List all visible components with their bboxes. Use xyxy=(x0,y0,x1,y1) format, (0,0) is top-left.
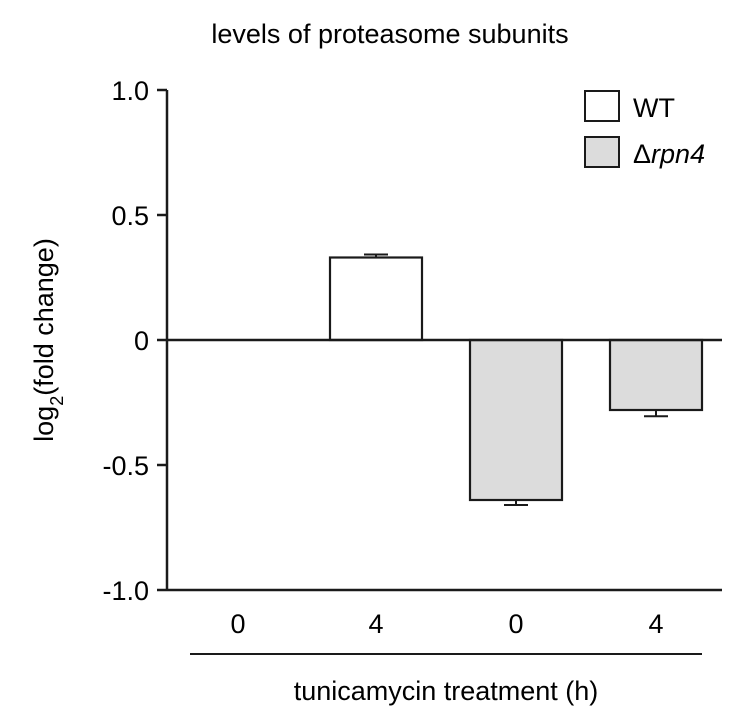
y-tick-label: 0 xyxy=(134,326,149,356)
bar xyxy=(470,340,562,500)
x-tick-label: 4 xyxy=(648,609,663,639)
legend-label-name: WT xyxy=(633,93,675,123)
x-tick-label: 0 xyxy=(230,609,245,639)
bar xyxy=(610,340,702,410)
chart-title: levels of proteasome subunits xyxy=(211,19,568,49)
y-tick-label: 1.0 xyxy=(111,76,149,106)
y-tick-label: 0.5 xyxy=(111,201,149,231)
legend-label-prefix: Δ xyxy=(633,139,651,169)
legend-label: WT xyxy=(633,93,675,123)
legend-swatch xyxy=(585,91,619,121)
y-axis-label-subscript: 2 xyxy=(47,396,67,406)
legend-label-name: rpn4 xyxy=(651,139,705,169)
bar xyxy=(330,258,422,341)
y-axis-label: log2(fold change) xyxy=(29,238,67,442)
y-axis: 1.0 0.5 0 -0.5 -1.0 xyxy=(102,76,167,606)
y-axis-label-suffix: (fold change) xyxy=(29,238,59,396)
x-axis-label: tunicamycin treatment (h) xyxy=(294,676,599,706)
x-tick-label: 0 xyxy=(508,609,523,639)
bars xyxy=(167,255,722,506)
legend-swatch xyxy=(585,137,619,167)
x-axis: 0 4 0 4 xyxy=(167,590,722,639)
x-tick-label: 4 xyxy=(368,609,383,639)
y-axis-label-prefix: log xyxy=(29,406,59,442)
legend: WT Δrpn4 xyxy=(585,91,705,169)
y-tick-label: -1.0 xyxy=(102,576,149,606)
y-tick-label: -0.5 xyxy=(102,451,149,481)
legend-label: Δrpn4 xyxy=(633,139,705,169)
